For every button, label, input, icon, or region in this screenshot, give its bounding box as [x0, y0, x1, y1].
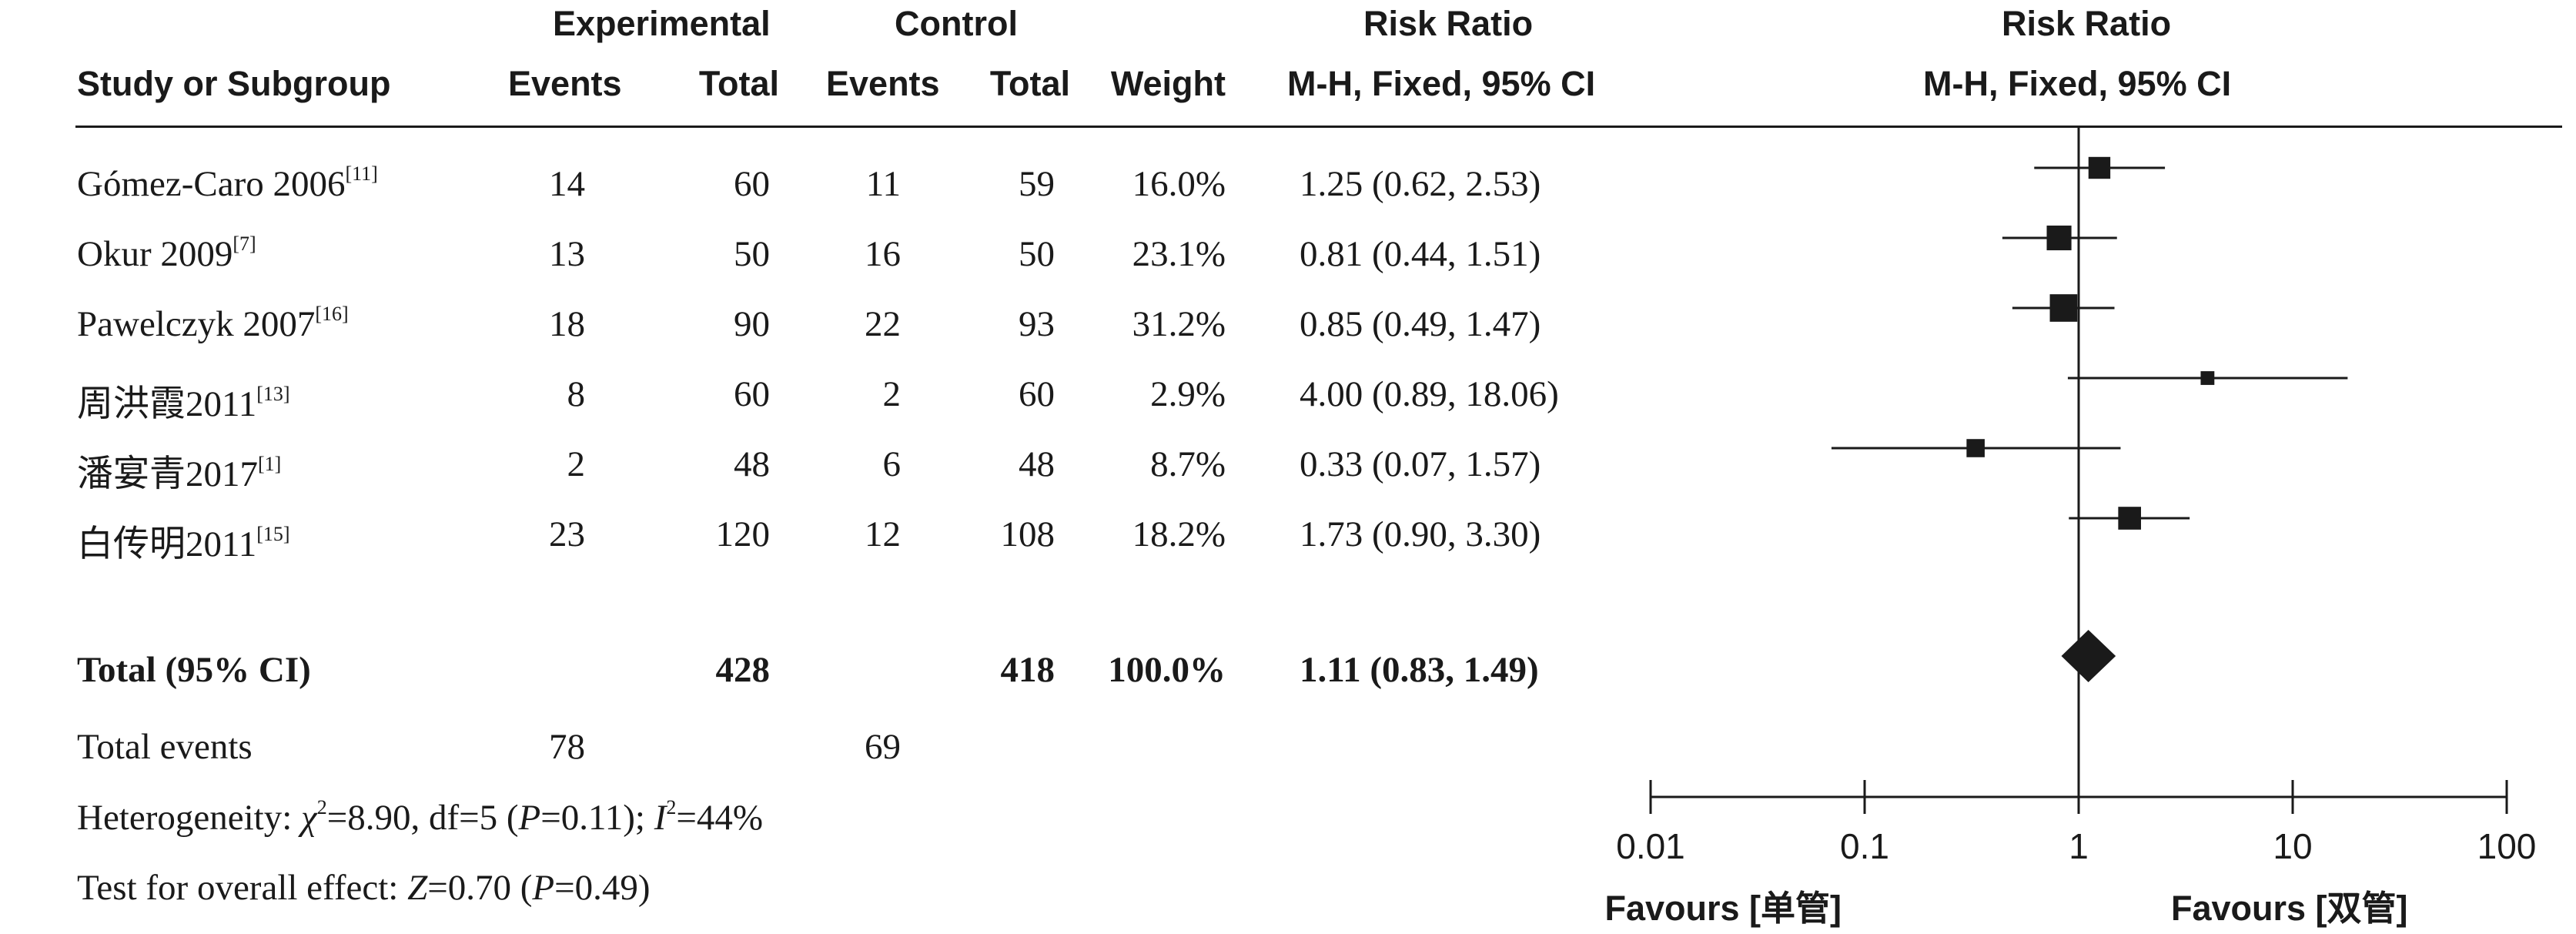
total-events-exp: 78 [549, 727, 585, 767]
ctl-total: 108 [1000, 514, 1055, 554]
total-exp-total: 428 [715, 650, 771, 690]
study-ref: [13] [256, 383, 290, 405]
pooled-diamond [2061, 630, 2116, 682]
ctl-events: 12 [865, 514, 901, 554]
x-tick-label: 1 [2069, 826, 2089, 866]
exp-events: 13 [549, 234, 585, 274]
point-marker [2200, 371, 2215, 385]
overall-effect-line: Test for overall effect: Z=0.70 (P=0.49) [77, 868, 651, 908]
x-tick-label: 10 [2273, 826, 2312, 866]
weight: 23.1% [1132, 234, 1226, 274]
weight: 18.2% [1132, 514, 1226, 554]
total-events-ctl: 69 [865, 727, 901, 767]
header-control: Control [895, 4, 1018, 43]
favours-left-label: Favours [单管] [1604, 889, 1842, 928]
study-ref: [15] [256, 523, 290, 545]
risk-ratio-ci: 0.81 (0.44, 1.51) [1300, 234, 1541, 274]
point-marker [2118, 507, 2141, 530]
exp-events: 2 [567, 444, 586, 484]
header-risk-ratio: Risk Ratio [1363, 4, 1534, 43]
risk-ratio-ci: 1.25 (0.62, 2.53) [1300, 164, 1541, 204]
ctl-events: 16 [865, 234, 901, 274]
header-divider [75, 126, 2562, 128]
exp-total: 90 [734, 304, 770, 344]
ctl-total: 93 [1019, 304, 1055, 344]
weight: 2.9% [1150, 374, 1226, 414]
exp-total: 50 [734, 234, 770, 274]
ctl-events: 22 [865, 304, 901, 344]
ctl-total: 48 [1019, 444, 1055, 484]
exp-events: 8 [567, 374, 586, 414]
exp-total: 120 [715, 514, 771, 554]
total-ctl-total: 418 [1000, 650, 1055, 690]
study-name: 白传明2011[15] [77, 523, 290, 564]
ctl-events: 2 [882, 374, 902, 414]
header-plot-method: M-H, Fixed, 95% CI [1923, 64, 2232, 103]
header-ctl-events: Events [826, 64, 940, 103]
total-weight: 100.0% [1108, 650, 1226, 690]
x-tick-label: 100 [2477, 826, 2537, 866]
heterogeneity-line: Heterogeneity: χ2=8.90, df=5 (P=0.11); I… [77, 796, 764, 838]
study-name: Gómez-Caro 2006[11] [77, 162, 378, 204]
exp-events: 14 [549, 164, 585, 204]
exp-total: 60 [734, 374, 770, 414]
ctl-total: 50 [1019, 234, 1055, 274]
header-exp-events: Events [508, 64, 622, 103]
header-ctl-total: Total [989, 64, 1070, 103]
risk-ratio-ci: 1.73 (0.90, 3.30) [1300, 514, 1541, 554]
study-ref: [16] [315, 303, 349, 325]
x-tick-label: 0.1 [1840, 826, 1889, 866]
exp-total: 60 [734, 164, 770, 204]
study-name: 周洪霞2011[13] [77, 383, 290, 424]
header-weight: Weight [1110, 64, 1226, 103]
header-experimental: Experimental [553, 4, 771, 43]
ctl-total: 59 [1019, 164, 1055, 204]
ctl-total: 60 [1019, 374, 1055, 414]
risk-ratio-ci: 0.85 (0.49, 1.47) [1300, 304, 1541, 344]
total-label: Total (95% CI) [77, 650, 311, 690]
exp-events: 18 [549, 304, 585, 344]
favours-right-label: Favours [双管] [2171, 889, 2408, 928]
weight: 8.7% [1150, 444, 1226, 484]
ctl-events: 11 [865, 164, 901, 204]
study-name: 潘宴青2017[1] [77, 453, 282, 494]
point-marker [2046, 225, 2072, 251]
risk-ratio-ci: 4.00 (0.89, 18.06) [1300, 374, 1559, 414]
header-exp-total: Total [698, 64, 779, 103]
point-marker [1966, 439, 1985, 457]
header-study: Study or Subgroup [77, 64, 391, 103]
study-name: Pawelczyk 2007[16] [77, 303, 349, 344]
point-marker [2049, 294, 2078, 322]
header-method: M-H, Fixed, 95% CI [1287, 64, 1596, 103]
weight: 31.2% [1132, 304, 1226, 344]
point-marker [2088, 156, 2111, 179]
study-ref: [1] [258, 453, 282, 475]
study-ref: [11] [345, 162, 378, 185]
study-name: Okur 2009[7] [77, 233, 256, 274]
weight: 16.0% [1132, 164, 1226, 204]
total-events-label: Total events [77, 727, 253, 767]
x-tick-label: 0.01 [1616, 826, 1685, 866]
exp-total: 48 [734, 444, 770, 484]
exp-events: 23 [549, 514, 585, 554]
ctl-events: 6 [882, 444, 902, 484]
study-ref: [7] [233, 233, 256, 255]
risk-ratio-ci: 0.33 (0.07, 1.57) [1300, 444, 1541, 484]
total-ci: 1.11 (0.83, 1.49) [1300, 650, 1539, 690]
header-plot-title: Risk Ratio [2002, 4, 2172, 43]
